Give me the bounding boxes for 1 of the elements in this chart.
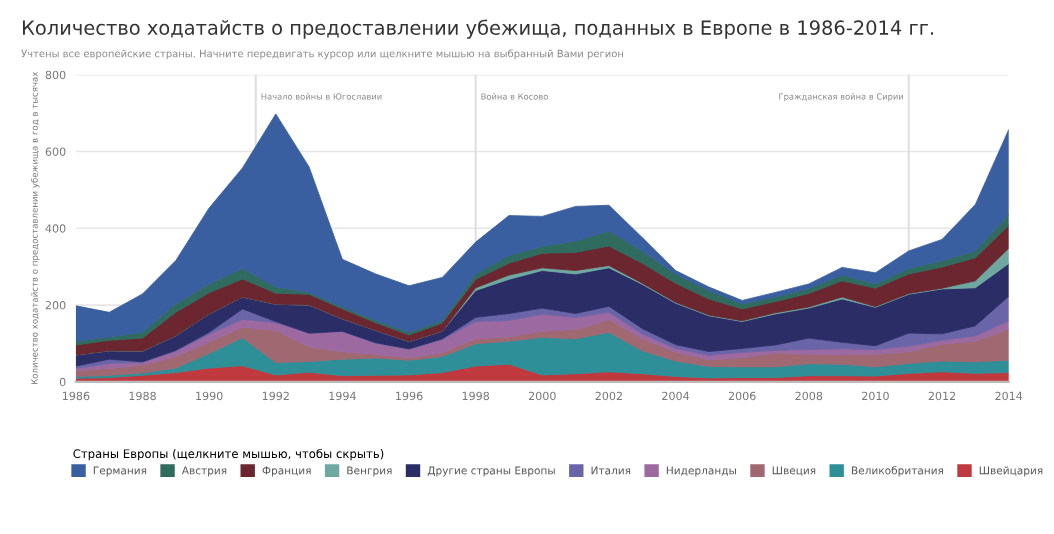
chart-title: Количество ходатайств о предоставлении убежища, поданных в Европе в 1986-2014 гг. (22, 19, 933, 39)
